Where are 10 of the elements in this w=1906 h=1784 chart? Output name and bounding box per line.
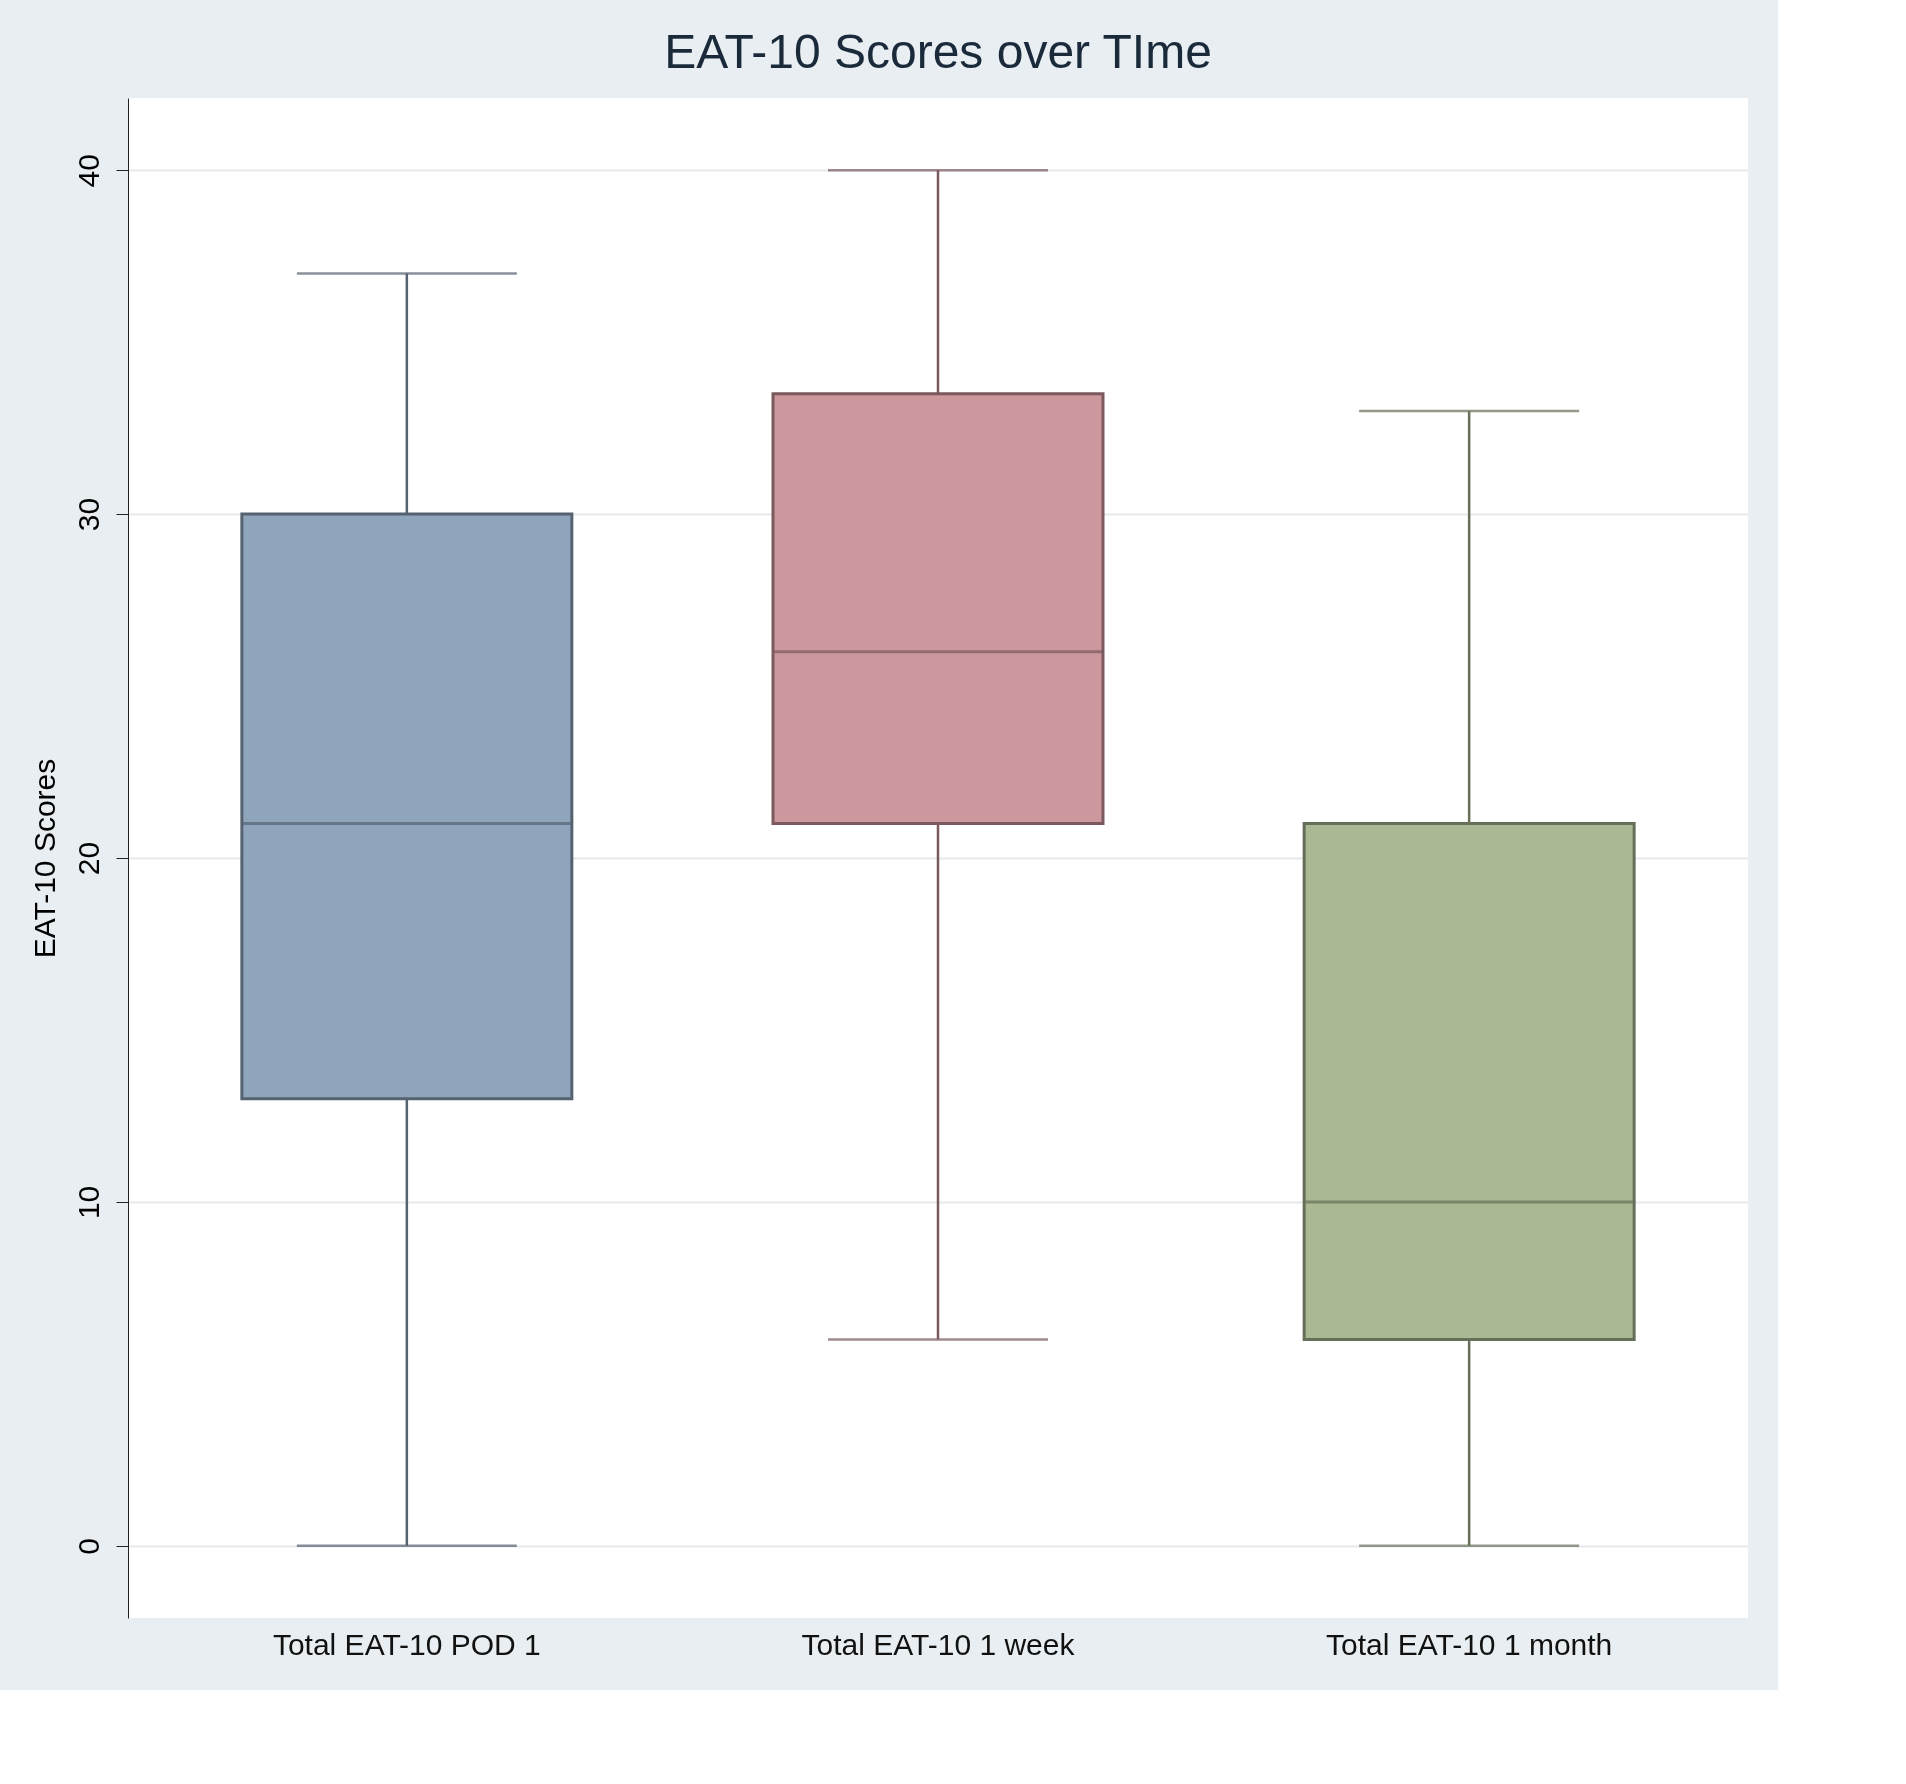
x-tick-label: Total EAT-10 1 month [1326,1627,1613,1661]
y-tick-label: 10 [71,1185,105,1220]
y-axis-title: EAT-10 Scores [27,758,61,959]
y-tick-label: 30 [71,497,105,532]
chart-title: EAT-10 Scores over TIme [664,25,1212,78]
x-tick-label: Total EAT-10 POD 1 [272,1627,541,1661]
x-tick-label: Total EAT-10 1 week [801,1627,1076,1661]
y-tick-label: 20 [71,841,105,876]
y-tick-label: 0 [71,1537,105,1555]
y-tick-label: 40 [71,154,105,188]
